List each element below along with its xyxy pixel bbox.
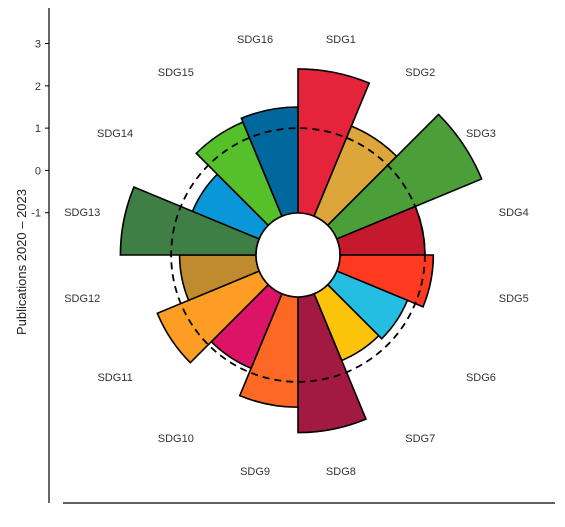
reference-circle: [170, 127, 426, 383]
y-tick-label: 2: [35, 81, 41, 93]
category-label-sdg10: SDG10: [158, 433, 194, 445]
category-labels: SDG1 SDG2 SDG3 SDG4 SDG5 SDG6 SDG7 SDG8 SDG9 SDG1…: [64, 34, 529, 478]
y-tick-label: 1: [35, 123, 41, 135]
center-hole: [255, 212, 341, 298]
category-label-sdg5: SDG5: [499, 293, 529, 305]
category-label-sdg7: SDG7: [405, 433, 435, 445]
category-label-sdg2: SDG2: [405, 67, 435, 79]
category-label-sdg8: SDG8: [326, 466, 356, 478]
y-axis: 3 2 1 0 -1: [31, 8, 50, 503]
category-label-sdg6: SDG6: [466, 372, 496, 384]
category-label-sdg15: SDG15: [158, 67, 194, 79]
category-label-sdg12: SDG12: [64, 293, 100, 305]
reference-layer: [170, 127, 426, 383]
category-label-sdg1: SDG1: [326, 34, 356, 46]
y-tick-label: -1: [31, 208, 41, 220]
y-tick-label: 0: [35, 165, 41, 177]
category-label-sdg4: SDG4: [499, 207, 529, 219]
category-label-sdg9: SDG9: [240, 466, 270, 478]
y-tick-label: 3: [35, 39, 41, 51]
bars-group: [119, 68, 483, 434]
category-label-sdg16: SDG16: [237, 34, 273, 46]
category-label-sdg3: SDG3: [466, 128, 496, 140]
category-label-sdg13: SDG13: [64, 207, 100, 219]
category-label-sdg14: SDG14: [97, 128, 133, 140]
y-axis-title: Publications 2020 – 2023: [14, 189, 29, 335]
category-label-sdg11: SDG11: [97, 372, 132, 384]
